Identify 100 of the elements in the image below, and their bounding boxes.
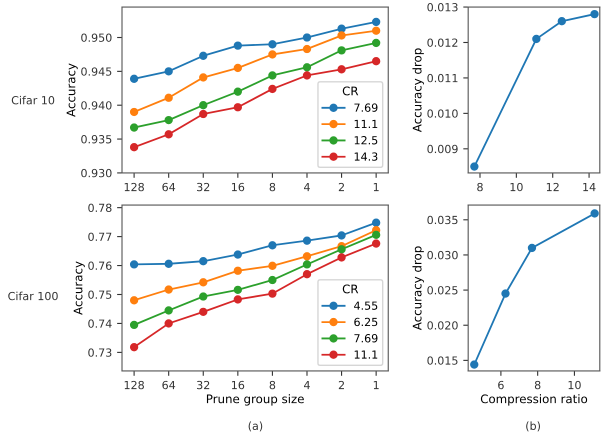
y-tick-label: 0.78: [88, 204, 112, 212]
legend-title: CR: [342, 284, 358, 294]
y-tick-label: 0.013: [427, 3, 458, 12]
point: [164, 260, 173, 268]
point: [234, 250, 242, 259]
y-tick-label: 0.020: [427, 321, 458, 330]
legend-label: 7.69: [354, 334, 378, 342]
point: [532, 34, 541, 44]
point: [199, 257, 208, 266]
x-tick-label: 8: [477, 182, 483, 192]
x-tick-label: 128: [124, 182, 144, 192]
point: [302, 63, 312, 72]
y-tick-label: 0.015: [427, 356, 458, 365]
y-tick-label: 0.012: [427, 38, 458, 47]
point: [199, 110, 208, 118]
y-tick-label: 0.945: [81, 67, 112, 76]
text: Cifar 10: [12, 96, 54, 104]
text: Cifar 100: [8, 292, 58, 300]
point: [268, 84, 277, 94]
x-tick-label: 10: [568, 380, 581, 390]
point: [199, 73, 208, 82]
point: [199, 52, 208, 60]
legend-label: 6.25: [354, 318, 378, 326]
y-tick-label: 0.73: [88, 348, 112, 357]
x-tick-label: 16: [232, 182, 244, 192]
legend-label: 11.1: [354, 120, 378, 128]
y-tick-label: 0.76: [88, 262, 112, 270]
point: [164, 94, 173, 102]
point: [130, 296, 138, 304]
point: [501, 289, 510, 298]
point: [130, 123, 138, 132]
y-tick-label: 0.930: [81, 168, 112, 178]
point: [302, 33, 312, 42]
point: [337, 245, 346, 254]
point: [268, 50, 277, 59]
point: [337, 31, 346, 40]
x-tick-label: 8: [270, 182, 276, 192]
y-axis-title: Accuracy drop: [412, 246, 424, 330]
y-tick-label: 0.010: [427, 109, 458, 118]
point: [164, 285, 173, 294]
point: [130, 143, 138, 152]
y-axis-title: Accuracy: [74, 261, 85, 315]
x-tick-label: 4: [304, 182, 310, 192]
x-axis-title: Prune group size: [206, 394, 304, 406]
point: [337, 24, 346, 33]
point: [164, 130, 173, 138]
x-tick-label: 10: [510, 182, 523, 192]
y-tick-label: 0.009: [427, 144, 458, 154]
point: [590, 209, 599, 218]
point: [470, 360, 478, 369]
y-tick-label: 0.011: [427, 74, 458, 82]
point: [130, 320, 138, 330]
point: [234, 88, 242, 96]
y-tick-label: 0.940: [81, 101, 112, 110]
x-tick-label: 32: [197, 380, 210, 390]
point: [268, 71, 277, 80]
point: [130, 74, 138, 83]
point: [268, 289, 277, 298]
point: [268, 276, 277, 284]
point: [199, 101, 208, 110]
point: [590, 10, 599, 18]
point: [372, 18, 380, 26]
point: [372, 38, 380, 48]
x-tick-label: 2: [338, 380, 344, 390]
point: [130, 343, 138, 352]
point: [372, 57, 380, 66]
point: [337, 65, 346, 74]
point: [302, 236, 312, 245]
point: [558, 17, 566, 26]
x-tick-label: 1: [374, 380, 379, 390]
y-tick-label: 0.75: [88, 290, 112, 299]
legend-label: 4.55: [354, 302, 378, 310]
text: (a): [248, 421, 262, 432]
point: [234, 286, 242, 294]
point: [302, 44, 312, 54]
point: [234, 295, 242, 304]
point: [164, 319, 173, 328]
x-tick-label: 32: [197, 182, 210, 192]
x-tick-label: 64: [162, 380, 176, 390]
y-tick-label: 0.935: [81, 135, 112, 144]
x-tick-label: 14: [583, 182, 596, 192]
point: [164, 306, 173, 315]
x-tick-label: 128: [124, 380, 144, 390]
point: [234, 41, 242, 50]
y-axis-title: Accuracy: [66, 63, 78, 117]
point: [302, 71, 312, 80]
point: [268, 262, 277, 270]
point: [337, 231, 346, 240]
point: [199, 278, 208, 286]
y-tick-label: 0.030: [427, 250, 458, 260]
point: [302, 260, 312, 269]
legend-title: CR: [342, 86, 358, 96]
point: [234, 64, 242, 72]
point: [234, 103, 242, 112]
x-tick-label: 6: [498, 380, 504, 390]
point: [470, 162, 479, 171]
x-tick-label: 64: [162, 182, 176, 192]
point: [528, 244, 536, 252]
point: [130, 108, 138, 116]
point: [164, 67, 173, 76]
